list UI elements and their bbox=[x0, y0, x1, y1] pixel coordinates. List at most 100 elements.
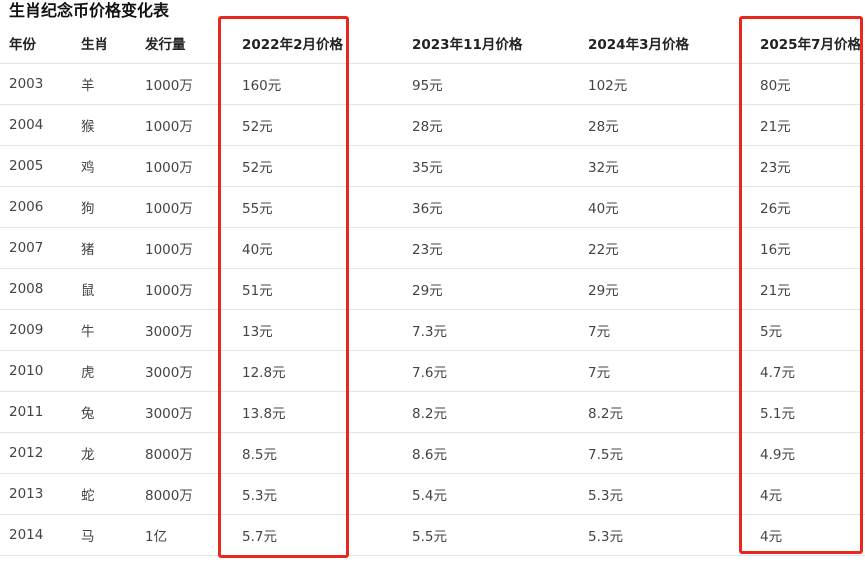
cell-zodiac: 龙 bbox=[81, 447, 95, 463]
cell-zodiac: 虎 bbox=[81, 365, 95, 381]
header-price-2024-03: 2024年3月价格 bbox=[588, 37, 689, 53]
cell-price-2023-11: 28元 bbox=[412, 119, 443, 135]
cell-price-2024-03: 7元 bbox=[588, 324, 611, 340]
table-row: 2007 猪 1000万 40元 23元 22元 16元 bbox=[0, 228, 865, 269]
cell-price-2022-02: 13元 bbox=[242, 324, 273, 340]
cell-price-2024-03: 5.3元 bbox=[588, 488, 623, 504]
table-row: 2012 龙 8000万 8.5元 8.6元 7.5元 4.9元 bbox=[0, 433, 865, 474]
cell-price-2023-11: 8.6元 bbox=[412, 447, 447, 463]
table-row: 2006 狗 1000万 55元 36元 40元 26元 bbox=[0, 187, 865, 228]
table-row: 2004 猴 1000万 52元 28元 28元 21元 bbox=[0, 105, 865, 146]
cell-price-2022-02: 51元 bbox=[242, 283, 273, 299]
cell-zodiac: 鼠 bbox=[81, 283, 95, 299]
cell-price-2025-07: 4.9元 bbox=[760, 447, 795, 463]
cell-price-2024-03: 32元 bbox=[588, 160, 619, 176]
cell-year: 2006 bbox=[9, 199, 44, 215]
cell-year: 2003 bbox=[9, 76, 44, 92]
table-row: 2003 羊 1000万 160元 95元 102元 80元 bbox=[0, 64, 865, 105]
header-zodiac: 生肖 bbox=[81, 37, 108, 53]
cell-price-2024-03: 7.5元 bbox=[588, 447, 623, 463]
cell-price-2022-02: 13.8元 bbox=[242, 406, 286, 422]
header-year: 年份 bbox=[9, 37, 36, 53]
cell-zodiac: 猪 bbox=[81, 242, 95, 258]
cell-price-2024-03: 28元 bbox=[588, 119, 619, 135]
cell-issuance: 1000万 bbox=[145, 119, 193, 135]
cell-issuance: 1000万 bbox=[145, 160, 193, 176]
cell-price-2022-02: 8.5元 bbox=[242, 447, 277, 463]
cell-price-2025-07: 4.7元 bbox=[760, 365, 795, 381]
cell-zodiac: 蛇 bbox=[81, 488, 95, 504]
cell-price-2024-03: 29元 bbox=[588, 283, 619, 299]
cell-year: 2012 bbox=[9, 445, 44, 461]
cell-price-2024-03: 102元 bbox=[588, 78, 628, 94]
cell-price-2023-11: 8.2元 bbox=[412, 406, 447, 422]
cell-issuance: 1000万 bbox=[145, 283, 193, 299]
cell-issuance: 1000万 bbox=[145, 78, 193, 94]
cell-price-2022-02: 52元 bbox=[242, 160, 273, 176]
cell-price-2024-03: 5.3元 bbox=[588, 529, 623, 545]
cell-year: 2014 bbox=[9, 527, 44, 543]
cell-year: 2011 bbox=[9, 404, 44, 420]
cell-price-2023-11: 5.4元 bbox=[412, 488, 447, 504]
cell-issuance: 3000万 bbox=[145, 365, 193, 381]
price-table: 年份 生肖 发行量 2022年2月价格 2023年11月价格 2024年3月价格… bbox=[0, 23, 865, 556]
header-price-2022-02: 2022年2月价格 bbox=[242, 37, 343, 53]
cell-price-2023-11: 36元 bbox=[412, 201, 443, 217]
cell-year: 2010 bbox=[9, 363, 44, 379]
page-title: 生肖纪念币价格变化表 bbox=[9, 1, 170, 20]
cell-price-2025-07: 21元 bbox=[760, 119, 791, 135]
cell-issuance: 3000万 bbox=[145, 406, 193, 422]
cell-price-2025-07: 5.1元 bbox=[760, 406, 795, 422]
cell-price-2023-11: 7.3元 bbox=[412, 324, 447, 340]
cell-year: 2008 bbox=[9, 281, 44, 297]
table-row: 2005 鸡 1000万 52元 35元 32元 23元 bbox=[0, 146, 865, 187]
cell-zodiac: 牛 bbox=[81, 324, 95, 340]
cell-price-2023-11: 7.6元 bbox=[412, 365, 447, 381]
cell-price-2022-02: 160元 bbox=[242, 78, 282, 94]
cell-price-2025-07: 21元 bbox=[760, 283, 791, 299]
header-issuance: 发行量 bbox=[145, 37, 186, 53]
cell-price-2025-07: 80元 bbox=[760, 78, 791, 94]
cell-price-2025-07: 5元 bbox=[760, 324, 783, 340]
cell-issuance: 1000万 bbox=[145, 242, 193, 258]
cell-issuance: 1亿 bbox=[145, 529, 168, 545]
header-price-2023-11: 2023年11月价格 bbox=[412, 37, 523, 53]
cell-price-2022-02: 5.3元 bbox=[242, 488, 277, 504]
cell-zodiac: 马 bbox=[81, 529, 95, 545]
cell-price-2022-02: 40元 bbox=[242, 242, 273, 258]
cell-price-2025-07: 16元 bbox=[760, 242, 791, 258]
cell-price-2025-07: 4元 bbox=[760, 488, 783, 504]
cell-price-2024-03: 22元 bbox=[588, 242, 619, 258]
cell-year: 2004 bbox=[9, 117, 44, 133]
table-row: 2008 鼠 1000万 51元 29元 29元 21元 bbox=[0, 269, 865, 310]
cell-price-2022-02: 52元 bbox=[242, 119, 273, 135]
cell-price-2023-11: 35元 bbox=[412, 160, 443, 176]
cell-zodiac: 猴 bbox=[81, 119, 95, 135]
cell-year: 2005 bbox=[9, 158, 44, 174]
cell-price-2025-07: 26元 bbox=[760, 201, 791, 217]
cell-issuance: 1000万 bbox=[145, 201, 193, 217]
cell-zodiac: 羊 bbox=[81, 78, 95, 94]
cell-price-2024-03: 8.2元 bbox=[588, 406, 623, 422]
cell-price-2022-02: 55元 bbox=[242, 201, 273, 217]
cell-year: 2009 bbox=[9, 322, 44, 338]
cell-price-2022-02: 5.7元 bbox=[242, 529, 277, 545]
table-header-row: 年份 生肖 发行量 2022年2月价格 2023年11月价格 2024年3月价格… bbox=[0, 23, 865, 64]
cell-zodiac: 狗 bbox=[81, 201, 95, 217]
cell-year: 2007 bbox=[9, 240, 44, 256]
table-row: 2011 兔 3000万 13.8元 8.2元 8.2元 5.1元 bbox=[0, 392, 865, 433]
cell-price-2024-03: 40元 bbox=[588, 201, 619, 217]
cell-price-2023-11: 95元 bbox=[412, 78, 443, 94]
cell-issuance: 8000万 bbox=[145, 447, 193, 463]
table-row: 2009 牛 3000万 13元 7.3元 7元 5元 bbox=[0, 310, 865, 351]
cell-price-2023-11: 5.5元 bbox=[412, 529, 447, 545]
cell-price-2025-07: 23元 bbox=[760, 160, 791, 176]
cell-price-2024-03: 7元 bbox=[588, 365, 611, 381]
cell-year: 2013 bbox=[9, 486, 44, 502]
cell-price-2025-07: 4元 bbox=[760, 529, 783, 545]
table-row: 2013 蛇 8000万 5.3元 5.4元 5.3元 4元 bbox=[0, 474, 865, 515]
cell-price-2023-11: 29元 bbox=[412, 283, 443, 299]
table-row: 2010 虎 3000万 12.8元 7.6元 7元 4.7元 bbox=[0, 351, 865, 392]
cell-issuance: 8000万 bbox=[145, 488, 193, 504]
cell-price-2023-11: 23元 bbox=[412, 242, 443, 258]
